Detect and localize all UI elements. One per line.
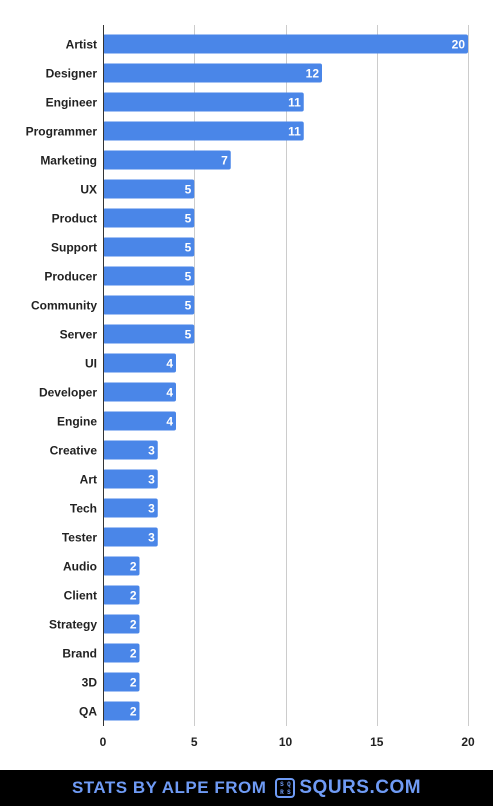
category-label: Developer (39, 386, 97, 400)
category-label: Brand (62, 647, 97, 661)
category-label: Designer (46, 67, 98, 81)
bar (103, 324, 195, 344)
value-label: 2 (130, 589, 137, 603)
value-label: 2 (130, 618, 137, 632)
category-label: UX (80, 183, 97, 197)
bar (103, 498, 158, 518)
value-label: 3 (148, 531, 155, 545)
category-label: Engineer (46, 96, 98, 110)
x-tick-label: 0 (100, 735, 107, 749)
value-label: 7 (221, 154, 228, 168)
bar (103, 295, 195, 315)
category-label: Marketing (40, 154, 97, 168)
value-label: 5 (185, 212, 192, 226)
category-label: Tech (70, 502, 97, 516)
footer-credit-text: STATS BY ALPE FROM (71, 778, 267, 797)
category-label: QA (79, 705, 97, 719)
value-label: 12 (306, 67, 320, 81)
category-label: Audio (63, 560, 97, 574)
bar (103, 672, 140, 692)
value-label: 3 (148, 444, 155, 458)
value-label: 4 (166, 415, 173, 429)
category-label: Creative (50, 444, 98, 458)
value-label: 4 (166, 357, 173, 371)
value-label: 5 (185, 328, 192, 342)
bar (103, 469, 158, 489)
bar (103, 527, 158, 547)
logo-letter: Q (287, 781, 291, 788)
bar (103, 34, 468, 54)
logo-letter: S (280, 781, 284, 788)
value-label: 3 (148, 502, 155, 516)
bar (103, 208, 195, 228)
value-label: 2 (130, 705, 137, 719)
bar (103, 266, 195, 286)
bar (103, 237, 195, 257)
category-label: Tester (62, 531, 97, 545)
footer-banner: STATS BY ALPE FROM S Q R S SQURS.COM (0, 770, 493, 806)
value-label: 5 (185, 299, 192, 313)
x-tick-label: 20 (461, 735, 475, 749)
category-label: Strategy (49, 618, 97, 632)
category-label: Client (64, 589, 97, 603)
category-label: Support (51, 241, 97, 255)
category-label: Producer (44, 270, 97, 284)
category-label: Community (31, 299, 97, 313)
bar (103, 411, 176, 431)
chart-svg: 20Artist12Designer11Engineer11Programmer… (26, 25, 475, 749)
x-tick-label: 15 (370, 735, 384, 749)
bar (103, 585, 140, 605)
bar (103, 92, 304, 112)
value-label: 2 (130, 676, 137, 690)
bar (103, 63, 322, 83)
category-label: Server (60, 328, 98, 342)
bar (103, 382, 176, 402)
value-label: 20 (452, 38, 466, 52)
brand-name: SQURS.COM (299, 777, 422, 798)
logo-letter: S (287, 789, 291, 796)
bar (103, 614, 140, 634)
value-label: 2 (130, 647, 137, 661)
brand[interactable]: S Q R S SQURS.COM (275, 777, 421, 799)
value-label: 2 (130, 560, 137, 574)
x-tick-label: 5 (191, 735, 198, 749)
bar (103, 150, 231, 170)
value-label: 11 (288, 96, 301, 110)
bar (103, 556, 140, 576)
bar (103, 701, 140, 721)
category-label: Engine (57, 415, 97, 429)
bar (103, 179, 195, 199)
value-label: 3 (148, 473, 155, 487)
x-tick-label: 10 (279, 735, 293, 749)
value-label: 5 (185, 241, 192, 255)
bar (103, 121, 304, 141)
squrs-logo-icon: S Q R S (275, 778, 296, 798)
bar (103, 353, 176, 373)
logo-letter: R (280, 789, 284, 796)
category-label: Artist (66, 38, 97, 52)
category-label: UI (85, 357, 97, 371)
category-label: Programmer (26, 125, 98, 139)
category-label: Product (52, 212, 97, 226)
category-label: Art (80, 473, 97, 487)
value-label: 11 (288, 125, 301, 139)
bar (103, 643, 140, 663)
value-label: 4 (166, 386, 173, 400)
bar-chart: 20 Artist 12 Designer 11 Engineer 11 Programmer… (26, 25, 475, 749)
bar (103, 440, 158, 460)
category-label: 3D (82, 676, 98, 690)
value-label: 5 (185, 183, 192, 197)
value-label: 5 (185, 270, 192, 284)
